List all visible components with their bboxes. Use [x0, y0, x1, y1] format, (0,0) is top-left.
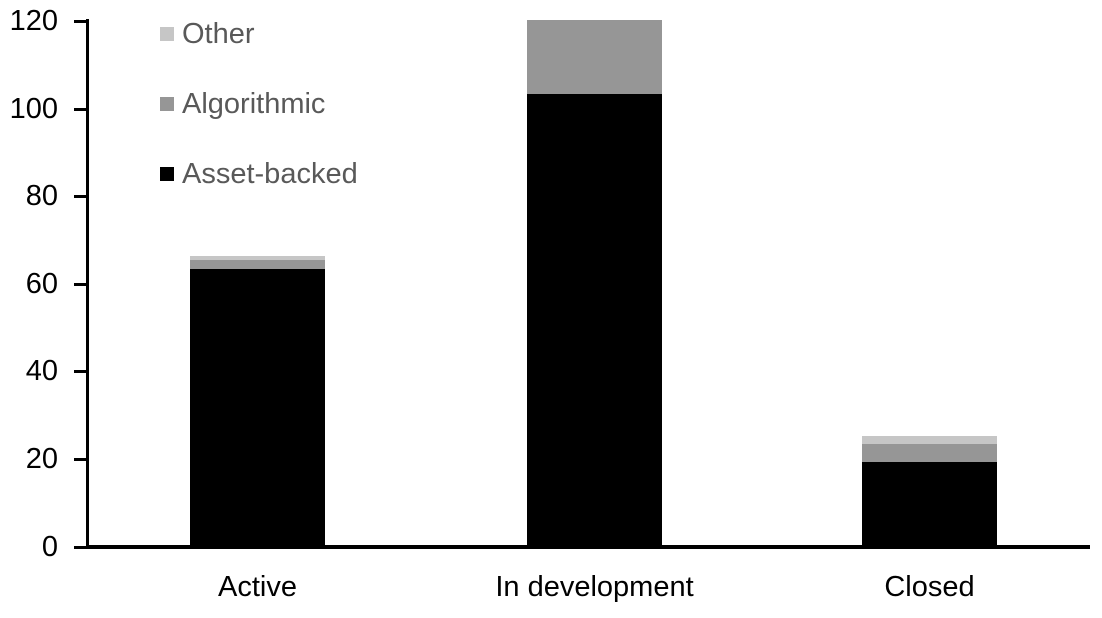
- y-axis-tick-label: 40: [25, 355, 58, 388]
- y-axis-tick: [74, 20, 86, 23]
- bar-segment-in-development-algorithmic: [527, 19, 662, 94]
- y-axis-tick: [74, 282, 86, 286]
- bar-segment-closed-asset-backed: [862, 461, 997, 545]
- y-axis-tick-label: 120: [9, 5, 58, 37]
- bar-segment-active-asset-backed: [190, 269, 325, 545]
- y-axis-tick-label: 60: [25, 267, 58, 300]
- legend-swatch-icon: [160, 167, 174, 181]
- y-axis-line: [86, 18, 89, 549]
- y-axis-tick: [74, 195, 86, 199]
- bar-segment-in-development-asset-backed: [527, 93, 662, 545]
- y-axis-tick: [74, 545, 86, 549]
- y-axis-tick-label: 20: [25, 442, 58, 475]
- x-axis-category-label-closed: Closed: [884, 571, 975, 603]
- x-axis-category-label-in-development: In development: [495, 571, 694, 603]
- y-axis-tick-label: 0: [41, 530, 58, 563]
- x-axis-category-label-active: Active: [218, 571, 297, 603]
- legend-item-algorithmic: Algorithmic: [160, 89, 325, 119]
- y-axis-tick-label: 100: [9, 92, 58, 125]
- y-axis-tick-label: 80: [25, 180, 58, 213]
- bar-segment-closed-algorithmic: [862, 444, 997, 462]
- x-axis-line: [86, 545, 1090, 549]
- legend-item-asset-backed: Asset-backed: [160, 159, 358, 189]
- legend-label: Algorithmic: [182, 88, 326, 120]
- legend-label: Asset-backed: [182, 158, 358, 190]
- legend-swatch-icon: [160, 27, 174, 41]
- y-axis-tick: [74, 107, 86, 111]
- y-axis-tick: [74, 457, 86, 461]
- bar-segment-active-algorithmic: [190, 260, 325, 270]
- bar-segment-active-other: [190, 255, 325, 261]
- y-axis-tick: [74, 370, 86, 374]
- bar-segment-closed-other: [862, 435, 997, 445]
- legend-label: Other: [182, 18, 255, 50]
- legend-swatch-icon: [160, 97, 174, 111]
- legend-item-other: Other: [160, 19, 255, 49]
